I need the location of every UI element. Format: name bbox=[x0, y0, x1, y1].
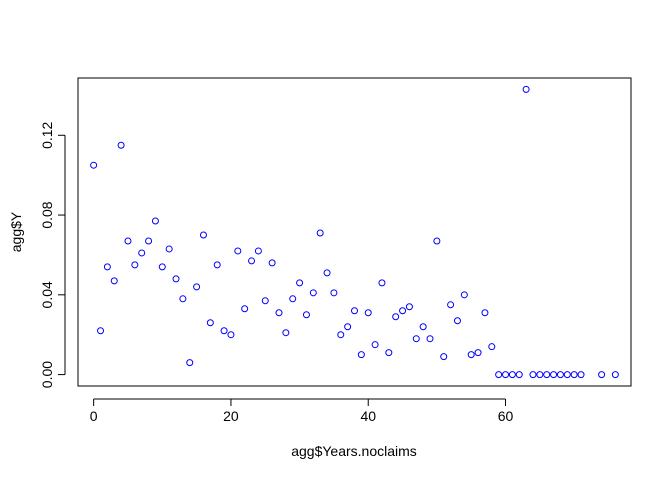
data-point bbox=[344, 323, 352, 331]
x-axis: 0 20 40 60 bbox=[90, 398, 514, 424]
data-points bbox=[90, 85, 619, 379]
data-point bbox=[199, 231, 207, 239]
data-point bbox=[371, 341, 379, 349]
data-point bbox=[316, 229, 324, 237]
data-point bbox=[467, 351, 475, 359]
data-point bbox=[165, 245, 173, 253]
data-point bbox=[90, 161, 98, 169]
x-tick-label: 60 bbox=[498, 408, 514, 424]
data-point bbox=[550, 371, 558, 379]
y-tick-label: 0.00 bbox=[39, 361, 55, 388]
data-point bbox=[563, 371, 571, 379]
data-point bbox=[385, 349, 393, 357]
data-point bbox=[213, 261, 221, 269]
data-point bbox=[543, 371, 551, 379]
data-point bbox=[110, 277, 118, 285]
data-point bbox=[405, 303, 413, 311]
data-point bbox=[399, 307, 407, 315]
data-point bbox=[433, 237, 441, 245]
data-point bbox=[179, 295, 187, 303]
data-point bbox=[556, 371, 564, 379]
data-point bbox=[220, 327, 228, 335]
data-point bbox=[261, 297, 269, 305]
data-point bbox=[378, 279, 386, 287]
data-point bbox=[570, 371, 578, 379]
data-point bbox=[495, 371, 503, 379]
data-point bbox=[296, 279, 304, 287]
data-point bbox=[351, 307, 358, 315]
data-point bbox=[151, 217, 159, 225]
data-point bbox=[241, 305, 249, 313]
data-point bbox=[248, 257, 256, 265]
y-axis-label: agg$Y bbox=[8, 211, 24, 252]
data-point bbox=[529, 371, 537, 379]
y-tick-label: 0.08 bbox=[39, 201, 55, 228]
data-point bbox=[536, 371, 544, 379]
plot-box bbox=[77, 77, 632, 387]
data-point bbox=[611, 371, 619, 379]
data-point bbox=[117, 141, 125, 149]
x-axis-label: agg$Years.noclaims bbox=[291, 443, 417, 459]
data-point bbox=[234, 247, 242, 255]
data-point bbox=[419, 323, 427, 331]
data-point bbox=[508, 371, 516, 379]
y-tick-label: 0.04 bbox=[39, 281, 55, 308]
data-point bbox=[364, 309, 372, 317]
data-point bbox=[426, 335, 434, 343]
data-point bbox=[453, 317, 461, 325]
data-point bbox=[254, 247, 262, 255]
data-point bbox=[282, 329, 290, 337]
data-point bbox=[172, 275, 180, 283]
x-tick-label: 0 bbox=[90, 408, 98, 424]
data-point bbox=[474, 349, 482, 357]
data-point bbox=[97, 327, 105, 335]
data-point bbox=[488, 343, 496, 351]
data-point bbox=[158, 263, 166, 271]
data-point bbox=[124, 237, 132, 245]
data-point bbox=[481, 309, 489, 317]
data-point bbox=[460, 291, 468, 299]
x-tick-label: 40 bbox=[360, 408, 376, 424]
y-axis: 0.00 0.04 0.08 0.12 bbox=[39, 121, 66, 388]
data-point bbox=[357, 351, 365, 359]
data-point bbox=[227, 331, 235, 339]
data-point bbox=[138, 249, 146, 257]
data-point bbox=[289, 295, 297, 303]
data-point bbox=[145, 237, 153, 245]
data-point bbox=[412, 335, 420, 343]
data-point bbox=[502, 371, 510, 379]
y-tick-label: 0.12 bbox=[39, 121, 55, 148]
data-point bbox=[193, 283, 201, 291]
data-point bbox=[103, 263, 111, 271]
data-point bbox=[309, 289, 317, 297]
data-point bbox=[131, 261, 139, 269]
data-point bbox=[186, 359, 194, 367]
data-point bbox=[275, 309, 283, 317]
data-point bbox=[440, 353, 448, 361]
data-point bbox=[522, 85, 530, 93]
data-point bbox=[577, 371, 585, 379]
data-point bbox=[515, 371, 523, 379]
data-point bbox=[392, 313, 400, 321]
data-point bbox=[323, 269, 331, 277]
data-point bbox=[337, 331, 345, 339]
data-point bbox=[447, 301, 455, 309]
x-tick-label: 20 bbox=[223, 408, 239, 424]
data-point bbox=[302, 311, 310, 319]
data-point bbox=[330, 289, 338, 297]
data-point bbox=[206, 319, 214, 327]
data-point bbox=[268, 259, 276, 267]
data-point bbox=[598, 371, 606, 379]
